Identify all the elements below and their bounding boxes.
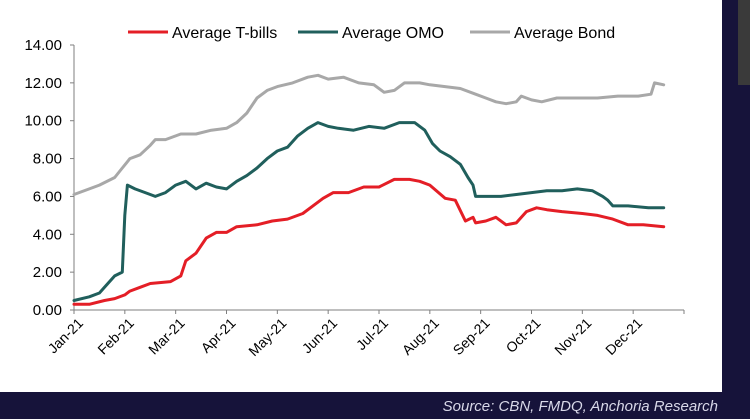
y-tick-label: 8.00 — [33, 151, 62, 168]
x-tick-label: Jun-21 — [299, 315, 341, 357]
x-tick-label: Jan-21 — [45, 315, 87, 357]
legend: Average T-bills Average OMO Average Bond — [128, 25, 615, 42]
chart-panel: Average T-bills Average OMO Average Bond 0… — [0, 0, 722, 392]
y-tick-label: 0.00 — [33, 302, 62, 319]
series-line-average-omo — [72, 121, 666, 302]
x-tick-label: Oct-21 — [503, 315, 544, 356]
series-line-average-bond — [72, 73, 666, 196]
window-edge-strip — [738, 0, 750, 85]
x-tick-label: Mar-21 — [145, 315, 188, 358]
y-tick-label: 12.00 — [24, 75, 62, 92]
legend-label: Average T-bills — [172, 25, 277, 42]
x-tick-label: Aug-21 — [399, 315, 442, 358]
legend-label: Average Bond — [514, 25, 615, 42]
series-lines — [72, 73, 666, 306]
x-tick-label: Feb-21 — [94, 315, 137, 358]
line-chart: Average T-bills Average OMO Average Bond 0… — [24, 25, 685, 359]
y-tick-label: 6.00 — [33, 188, 62, 205]
x-tick-label: Jul-21 — [353, 315, 391, 353]
y-tick-label: 2.00 — [33, 264, 62, 281]
x-tick-label: May-21 — [245, 315, 289, 359]
source-caption: Source: CBN, FMDQ, Anchoria Research — [442, 398, 718, 415]
series-line-average-t-bills — [72, 177, 666, 306]
x-axis: Jan-21 Feb-21 Mar-21 Apr-21 May-21 Jun-21 Jul-… — [45, 309, 685, 359]
y-tick-label: 14.00 — [24, 37, 62, 54]
y-tick-label: 10.00 — [24, 113, 62, 130]
x-tick-label: Nov-21 — [551, 315, 594, 358]
legend-label: Average OMO — [342, 25, 444, 42]
y-axis: 0.00 2.00 4.00 6.00 8.00 10.00 12.00 14.00 — [24, 37, 75, 319]
y-tick-label: 4.00 — [33, 226, 62, 243]
x-tick-label: Dec-21 — [602, 315, 645, 358]
x-tick-label: Apr-21 — [198, 315, 239, 356]
x-tick-label: Sep-21 — [450, 315, 493, 358]
